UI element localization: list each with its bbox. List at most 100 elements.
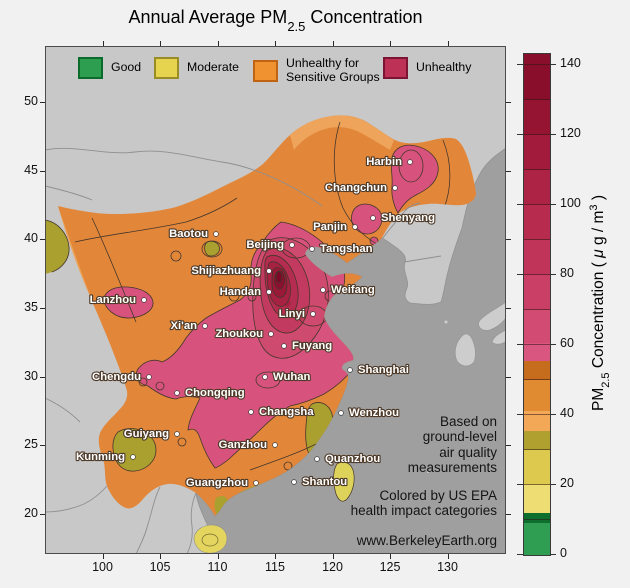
city-label: Zhoukou xyxy=(215,328,263,340)
city-marker: Xi'an xyxy=(169,319,208,333)
y-tick-left xyxy=(40,445,45,447)
x-tick-top xyxy=(332,41,334,46)
city-dot xyxy=(248,409,254,415)
colorbar-segment xyxy=(524,134,550,170)
x-tick-top xyxy=(160,41,161,46)
city-dot xyxy=(266,289,272,295)
city-dot xyxy=(370,215,376,221)
city-marker: Chengdu xyxy=(91,370,152,384)
x-tick-top xyxy=(275,41,276,46)
y-tick-right xyxy=(506,514,511,516)
legend-item: Moderate xyxy=(154,57,239,79)
city-dot xyxy=(268,331,274,337)
city-label: Tangshan xyxy=(320,243,373,255)
city-dot xyxy=(253,480,259,486)
colorbar-tick xyxy=(550,483,556,485)
city-label: Shanghai xyxy=(358,364,409,376)
contour-130-core xyxy=(276,271,282,283)
city-label: Shenyang xyxy=(381,212,435,224)
city-label: Chengdu xyxy=(92,371,141,383)
city-marker: Shanghai xyxy=(347,363,410,377)
colorbar-gridline xyxy=(524,238,550,240)
colorbar-gridline xyxy=(524,133,550,135)
city-marker: Shijiazhuang xyxy=(190,264,272,278)
city-label: Shijiazhuang xyxy=(191,265,261,277)
colorbar-segment xyxy=(524,239,550,275)
city-label: Handan xyxy=(220,286,262,298)
legend-label: Unhealthy xyxy=(416,60,472,75)
city-label: Quanzhou xyxy=(325,453,380,465)
colorbar-tick xyxy=(517,483,523,485)
y-tick-left xyxy=(40,514,45,516)
city-marker: Beijing xyxy=(245,238,295,252)
colorbar-tick xyxy=(517,554,523,555)
colorbar-gridline xyxy=(524,518,550,520)
legend-item: Good xyxy=(78,57,141,79)
city-dot xyxy=(141,297,147,303)
x-tick-top xyxy=(447,41,449,46)
city-marker: Ganzhou xyxy=(218,438,278,452)
colorbar-tick xyxy=(517,133,523,135)
legend-swatch xyxy=(253,59,278,82)
colorbar-tick-label: 20 xyxy=(560,475,574,490)
legend-item: Unhealthy for Sensitive Groups xyxy=(253,56,380,85)
page-title: Annual Average PM2.5 Concentration xyxy=(128,7,423,34)
olive-west-edge xyxy=(45,220,70,274)
city-label: Guiyang xyxy=(124,428,169,440)
legend-swatch xyxy=(383,57,408,79)
city-label: Changchun xyxy=(325,182,387,194)
x-tick-label: 125 xyxy=(379,560,401,574)
city-dot xyxy=(392,185,398,191)
colorbar-gridline xyxy=(524,483,550,485)
colorbar-tick-label: 120 xyxy=(560,125,581,140)
city-marker: Wenzhou xyxy=(338,406,400,420)
annotation-colored-by: Colored by US EPA health impact categori… xyxy=(350,488,497,519)
colorbar-segment xyxy=(524,169,550,205)
y-tick-left xyxy=(40,170,45,172)
city-dot xyxy=(320,287,326,293)
city-dot xyxy=(202,323,208,329)
y-tick-right xyxy=(506,376,511,378)
colorbar-gridline xyxy=(524,273,550,275)
y-tick-left xyxy=(40,102,45,103)
colorbar-segment xyxy=(524,411,550,431)
colorbar-tick xyxy=(517,343,523,345)
x-tick-top xyxy=(102,41,104,46)
city-dot xyxy=(174,390,180,396)
colorbar-tick xyxy=(517,273,523,275)
city-label: Changsha xyxy=(259,406,314,418)
city-dot xyxy=(289,242,295,248)
colorbar-gridline xyxy=(524,448,550,450)
city-label: Panjin xyxy=(313,221,347,233)
city-dot xyxy=(407,159,413,165)
city-marker: Changchun xyxy=(324,181,398,195)
city-marker: Guangzhou xyxy=(185,476,259,490)
city-marker: Lanzhou xyxy=(88,293,147,307)
colorbar-tick-label: 0 xyxy=(560,546,567,560)
contour-hainan xyxy=(201,533,219,547)
annotation-based-on: Based on ground-level air quality measur… xyxy=(407,414,497,476)
colorbar-gridline xyxy=(524,168,550,170)
y-tick-label: 45 xyxy=(24,162,38,177)
y-tick-label: 20 xyxy=(24,506,38,521)
china-pm25-map: Harbin Changchun Shenyang Panjin Baotou Beiji… xyxy=(45,46,506,554)
x-tick-top xyxy=(390,41,391,46)
x-tick-bottom xyxy=(332,554,334,559)
colorbar-segment xyxy=(524,99,550,135)
x-tick-bottom xyxy=(102,554,104,559)
x-tick-bottom xyxy=(275,554,276,559)
taiwan-island xyxy=(333,461,355,502)
colorbar-tick xyxy=(550,203,556,205)
colorbar-tick xyxy=(517,203,523,205)
city-dot xyxy=(310,311,316,317)
city-label: Fuyang xyxy=(292,340,332,352)
colorbar-tick xyxy=(517,63,523,65)
colorbar: 0 20 40 60 80 100 120 140 xyxy=(517,53,630,560)
x-tick-label: 105 xyxy=(149,560,171,574)
y-tick-label: 35 xyxy=(24,300,38,314)
city-label: Xi'an xyxy=(170,320,197,332)
city-dot xyxy=(347,367,353,373)
city-label: Lanzhou xyxy=(90,294,137,306)
colorbar-gridline xyxy=(524,378,550,380)
